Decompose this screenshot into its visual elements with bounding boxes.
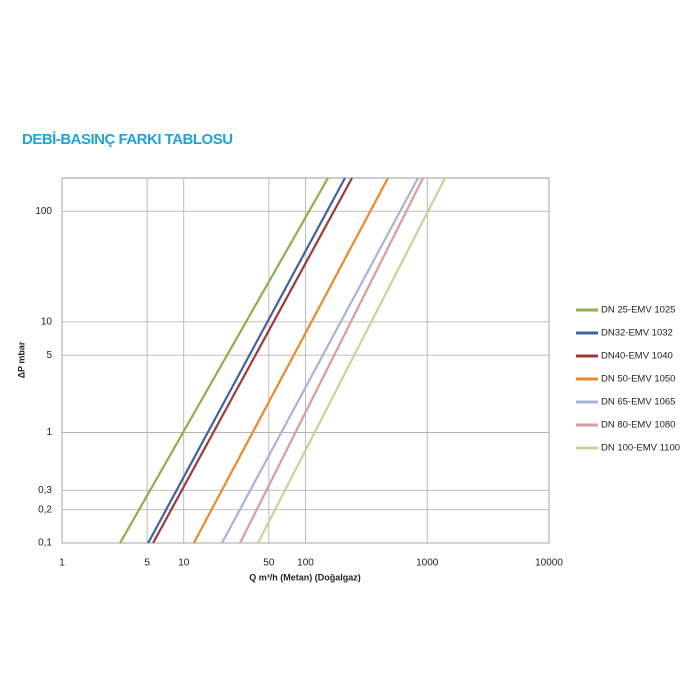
legend-label: DN40-EMV 1040: [601, 351, 673, 362]
x-tick-label: 1: [59, 558, 65, 569]
legend-label: DN 100-EMV 1100: [601, 443, 680, 454]
data-line: [239, 177, 424, 544]
y-tick-label: 10: [41, 316, 53, 327]
legend-label: DN 80-EMV 1080: [601, 420, 675, 431]
data-line: [256, 177, 447, 544]
y-tick-label: 0,3: [38, 485, 52, 496]
data-line: [152, 177, 353, 544]
data-line: [220, 177, 419, 544]
y-axis-label: ΔP mbar: [16, 341, 26, 378]
y-tick-label: 0,1: [38, 538, 52, 549]
x-tick-label: 1000: [416, 558, 439, 569]
y-tick-label: 1: [46, 427, 52, 438]
chart-title: DEBİ-BASINÇ FARKI TABLOSU: [22, 131, 233, 148]
data-line: [192, 177, 389, 544]
data-line: [119, 177, 329, 544]
x-tick-label: 5: [144, 558, 150, 569]
y-tick-label: 5: [46, 350, 52, 361]
data-line: [147, 177, 346, 544]
x-tick-label: 10: [178, 558, 190, 569]
y-tick-label: 100: [35, 206, 52, 217]
x-axis-label: Q m³/h (Metan) (Doğalgaz): [249, 572, 361, 582]
x-tick-label: 10000: [535, 558, 563, 569]
y-tick-label: 0,2: [38, 504, 52, 515]
legend-label: DN 65-EMV 1065: [601, 397, 675, 408]
legend-label: DN 50-EMV 1050: [601, 374, 675, 385]
x-tick-label: 100: [297, 558, 314, 569]
legend-label: DN32-EMV 1032: [601, 328, 673, 339]
x-tick-label: 50: [263, 558, 275, 569]
legend-label: DN 25-EMV 1025: [601, 305, 675, 316]
